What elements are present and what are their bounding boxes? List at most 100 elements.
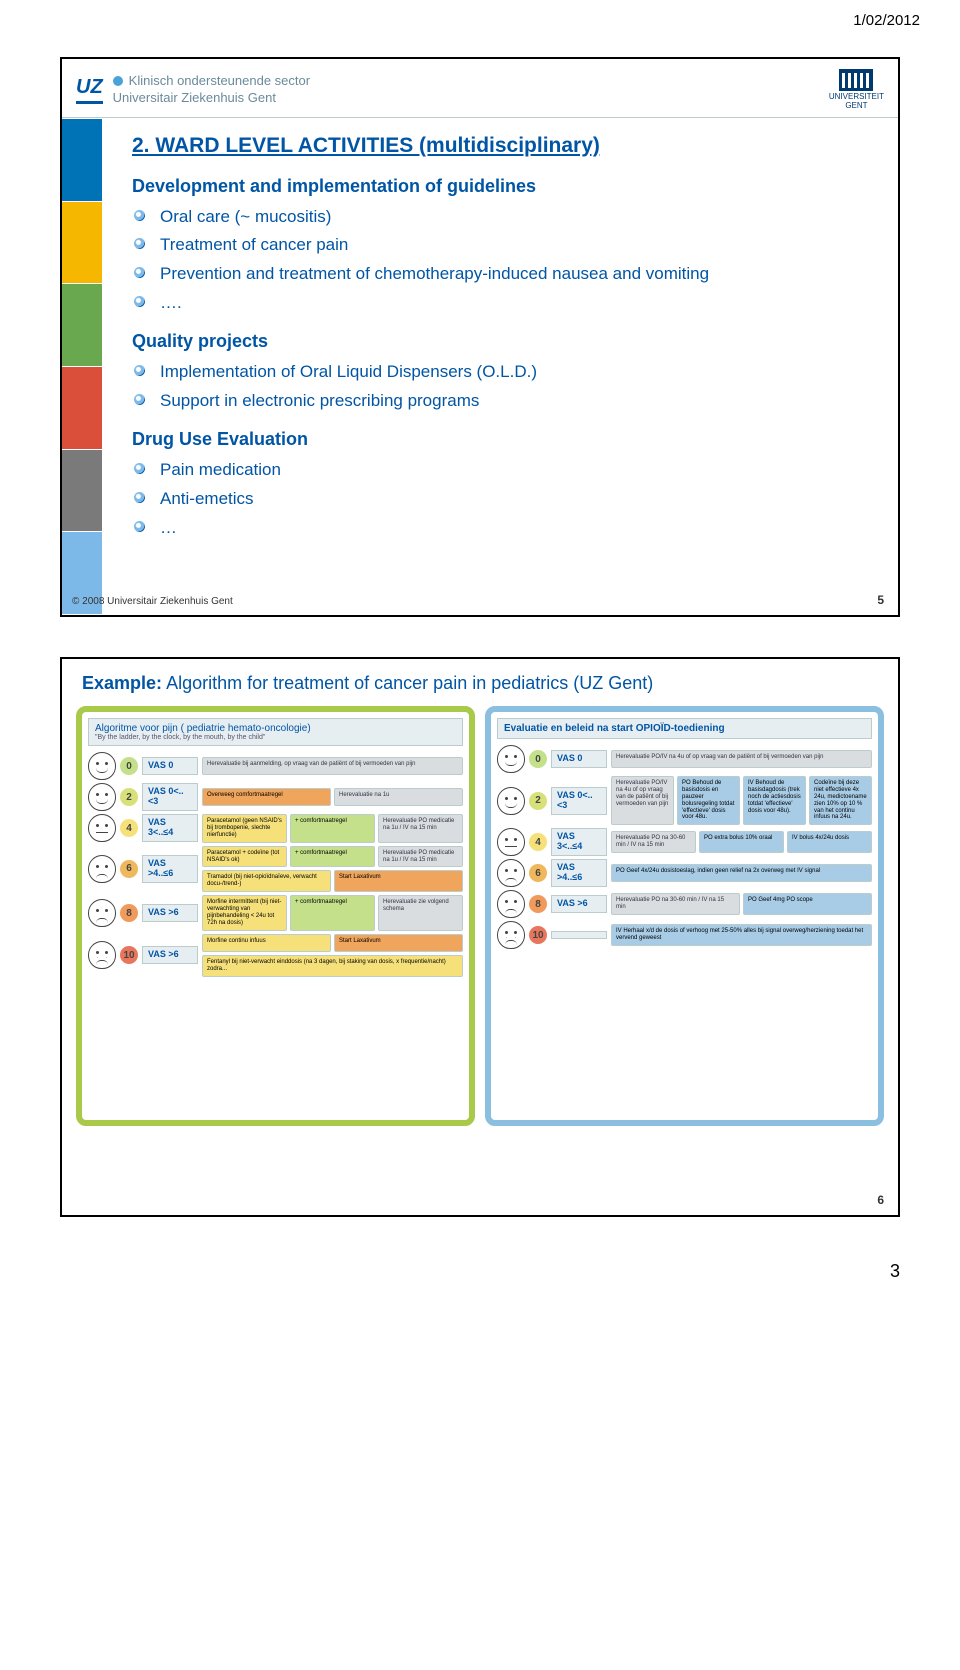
face-icon xyxy=(497,745,525,773)
score-badge: 4 xyxy=(529,833,547,851)
org-full-name: Universitair Ziekenhuis Gent xyxy=(113,90,310,107)
face-icon xyxy=(497,828,525,856)
action-box: Codeïne bij deze niet effectieve 4x 24u,… xyxy=(809,776,872,825)
bullet-list: Implementation of Oral Liquid Dispensers… xyxy=(132,358,868,415)
algo-row: 0VAS 0Herevaluatie PO/IV na 4u of op vra… xyxy=(497,745,872,773)
face-icon xyxy=(497,787,525,815)
university-logo: UNIVERSITEIT GENT xyxy=(829,69,884,111)
pillars-icon xyxy=(839,69,873,91)
vas-label: VAS >6 xyxy=(551,895,607,913)
algo-row: 2VAS 0<..<3Herevaluatie PO/IV na 4u of o… xyxy=(497,776,872,825)
action-box: Herevaluatie PO/IV na 4u of op vraag van… xyxy=(611,750,872,768)
bullet-item: … xyxy=(156,514,868,543)
vas-label: VAS >4..≤6 xyxy=(551,859,607,887)
left-bar xyxy=(62,284,102,367)
slide-header: UZ Klinisch ondersteunende sector Univer… xyxy=(62,59,898,118)
algo-left-header-main: Algoritme voor pijn ( pediatrie hemato-o… xyxy=(95,723,456,734)
action-stack: Morfine intermittent (bij niet-verwachti… xyxy=(202,895,463,931)
action-box: PO Behoud de basisdosis en pauzeer bolus… xyxy=(677,776,740,825)
algo-row: 10 IV Herhaal x/d de dosis of verhoog met… xyxy=(497,921,872,949)
algo-row: 0VAS 0Herevaluatie bij aanmelding, op vr… xyxy=(88,752,463,780)
algo-row: 4VAS 3<..≤4Paracetamol (geen NSAID's bij… xyxy=(88,814,463,843)
left-bar xyxy=(62,450,102,533)
action-stack: IV Herhaal x/d de dosis of verhoog met 2… xyxy=(611,924,872,946)
action-box: Herevaluatie PO na 30-60 min / IV na 15 … xyxy=(611,831,696,853)
action-box: Start Laxativum xyxy=(334,934,463,952)
action-stack: Herevaluatie bij aanmelding, op vraag va… xyxy=(202,757,463,775)
bullet-item: Anti-emetics xyxy=(156,485,868,514)
slide-1: UZ Klinisch ondersteunende sector Univer… xyxy=(60,57,900,617)
action-box: Paracetamol + codeïne (tot NSAID's ok) xyxy=(202,846,287,868)
action-stack: Paracetamol (geen NSAID's bij trombopeni… xyxy=(202,814,463,843)
bullet-list: Oral care (~ mucositis)Treatment of canc… xyxy=(132,203,868,318)
score-badge: 10 xyxy=(120,946,138,964)
score-badge: 0 xyxy=(120,757,138,775)
action-box: Tramadol (bij niet-opioïdnaïeve, verwach… xyxy=(202,870,331,892)
action-box: + comfortmaatregel xyxy=(290,814,375,843)
vas-label: VAS >6 xyxy=(142,946,198,964)
action-stack: Morfine continu infuusStart LaxativumFen… xyxy=(202,934,463,977)
dot-icon xyxy=(113,76,123,86)
uz-logo: UZ xyxy=(76,76,103,104)
slide1-body: 2. WARD LEVEL ACTIVITIES (multidisciplin… xyxy=(62,118,898,567)
action-box: IV Herhaal x/d de dosis of verhoog met 2… xyxy=(611,924,872,946)
action-stack: Paracetamol + codeïne (tot NSAID's ok)+ … xyxy=(202,846,463,893)
slide1-left-bars xyxy=(62,119,102,615)
vas-label: VAS 0 xyxy=(551,750,607,768)
slide-2: Example: Algorithm for treatment of canc… xyxy=(60,657,900,1217)
vas-label: VAS 0<..<3 xyxy=(551,787,607,815)
face-icon xyxy=(88,855,116,883)
section-label: Drug Use Evaluation xyxy=(132,429,868,450)
algo-left-header-sub: "By the ladder, by the clock, by the mou… xyxy=(95,734,456,741)
vas-label: VAS >4..≤6 xyxy=(142,855,198,883)
action-stack: PO Geef 4x/24u dosistoeslag, indien geen… xyxy=(611,864,872,882)
vas-label: VAS 0 xyxy=(142,757,198,775)
action-box: Herevaluatie bij aanmelding, op vraag va… xyxy=(202,757,463,775)
action-box: Herevaluatie zie volgend schema xyxy=(378,895,463,931)
algo-left-header: Algoritme voor pijn ( pediatrie hemato-o… xyxy=(88,718,463,746)
bullet-item: Treatment of cancer pain xyxy=(156,231,868,260)
score-badge: 10 xyxy=(529,926,547,944)
score-badge: 4 xyxy=(120,819,138,837)
left-bar xyxy=(62,202,102,285)
face-icon xyxy=(88,899,116,927)
action-box: Morfine intermittent (bij niet-verwachti… xyxy=(202,895,287,931)
action-box: Paracetamol (geen NSAID's bij trombopeni… xyxy=(202,814,287,843)
page-number: 3 xyxy=(0,1257,960,1302)
face-icon xyxy=(497,921,525,949)
action-stack: Overweeg comfortmaatregelHerevaluatie na… xyxy=(202,788,463,806)
bullet-item: …. xyxy=(156,289,868,318)
action-stack: Herevaluatie PO na 30-60 min / IV na 15 … xyxy=(611,831,872,853)
univ-label: UNIVERSITEIT GENT xyxy=(829,93,884,111)
sector-label: Klinisch ondersteunende sector xyxy=(129,73,310,90)
vas-label: VAS >6 xyxy=(142,904,198,922)
action-box: Herevaluatie PO na 30-60 min / IV na 15 … xyxy=(611,893,740,915)
score-badge: 2 xyxy=(120,788,138,806)
score-badge: 2 xyxy=(529,792,547,810)
action-box: PO Geef 4x/24u dosistoeslag, indien geen… xyxy=(611,864,872,882)
algo-row: 6VAS >4..≤6Paracetamol + codeïne (tot NS… xyxy=(88,846,463,893)
action-box: IV bolus 4x/24u dosis xyxy=(787,831,872,853)
action-box: Start Laxativum xyxy=(334,870,463,892)
header-text-block: Klinisch ondersteunende sector Universit… xyxy=(113,73,310,107)
action-box: + comfortmaatregel xyxy=(290,846,375,868)
left-bar xyxy=(62,367,102,450)
score-badge: 8 xyxy=(529,895,547,913)
face-icon xyxy=(88,752,116,780)
action-box: Herevaluatie na 1u xyxy=(334,788,463,806)
example-text: Algorithm for treatment of cancer pain i… xyxy=(166,673,653,693)
action-box: PO extra bolus 10% oraal xyxy=(699,831,784,853)
action-box: + comfortmaatregel xyxy=(290,895,375,931)
face-icon xyxy=(497,890,525,918)
action-box: Morfine continu infuus xyxy=(202,934,331,952)
slide2-number: 6 xyxy=(877,1193,884,1207)
face-icon xyxy=(88,783,116,811)
face-icon xyxy=(88,814,116,842)
action-box: Herevaluatie PO medicatie na 1u / IV na … xyxy=(378,814,463,843)
example-title: Example: Algorithm for treatment of canc… xyxy=(62,659,898,702)
slide1-number: 5 xyxy=(877,593,884,607)
action-stack: Herevaluatie PO/IV na 4u of op vraag van… xyxy=(611,750,872,768)
algo-row: 10VAS >6Morfine continu infuusStart Laxa… xyxy=(88,934,463,977)
vas-label: VAS 3<..≤4 xyxy=(142,814,198,842)
algo-right-header: Evaluatie en beleid na start OPIOÏD-toed… xyxy=(497,718,872,739)
